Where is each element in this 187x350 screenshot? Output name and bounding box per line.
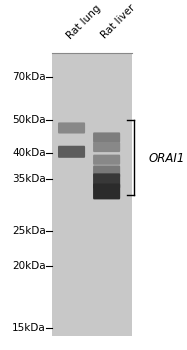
FancyBboxPatch shape [93, 183, 120, 199]
Text: 15kDa: 15kDa [12, 323, 46, 333]
FancyBboxPatch shape [93, 132, 120, 142]
FancyBboxPatch shape [58, 146, 85, 158]
Text: ORAI1: ORAI1 [148, 152, 184, 164]
FancyBboxPatch shape [93, 155, 120, 165]
Text: 70kDa: 70kDa [12, 72, 46, 82]
Bar [52, 53, 132, 336]
Text: 40kDa: 40kDa [12, 148, 46, 158]
Text: 20kDa: 20kDa [12, 261, 46, 271]
FancyBboxPatch shape [58, 122, 85, 133]
Text: 50kDa: 50kDa [12, 115, 46, 125]
Text: Rat liver: Rat liver [99, 3, 137, 41]
FancyBboxPatch shape [93, 142, 120, 152]
Text: Rat lung: Rat lung [65, 3, 102, 41]
Text: 25kDa: 25kDa [12, 226, 46, 236]
Text: 35kDa: 35kDa [12, 174, 46, 184]
FancyBboxPatch shape [93, 173, 120, 189]
FancyBboxPatch shape [93, 166, 120, 177]
